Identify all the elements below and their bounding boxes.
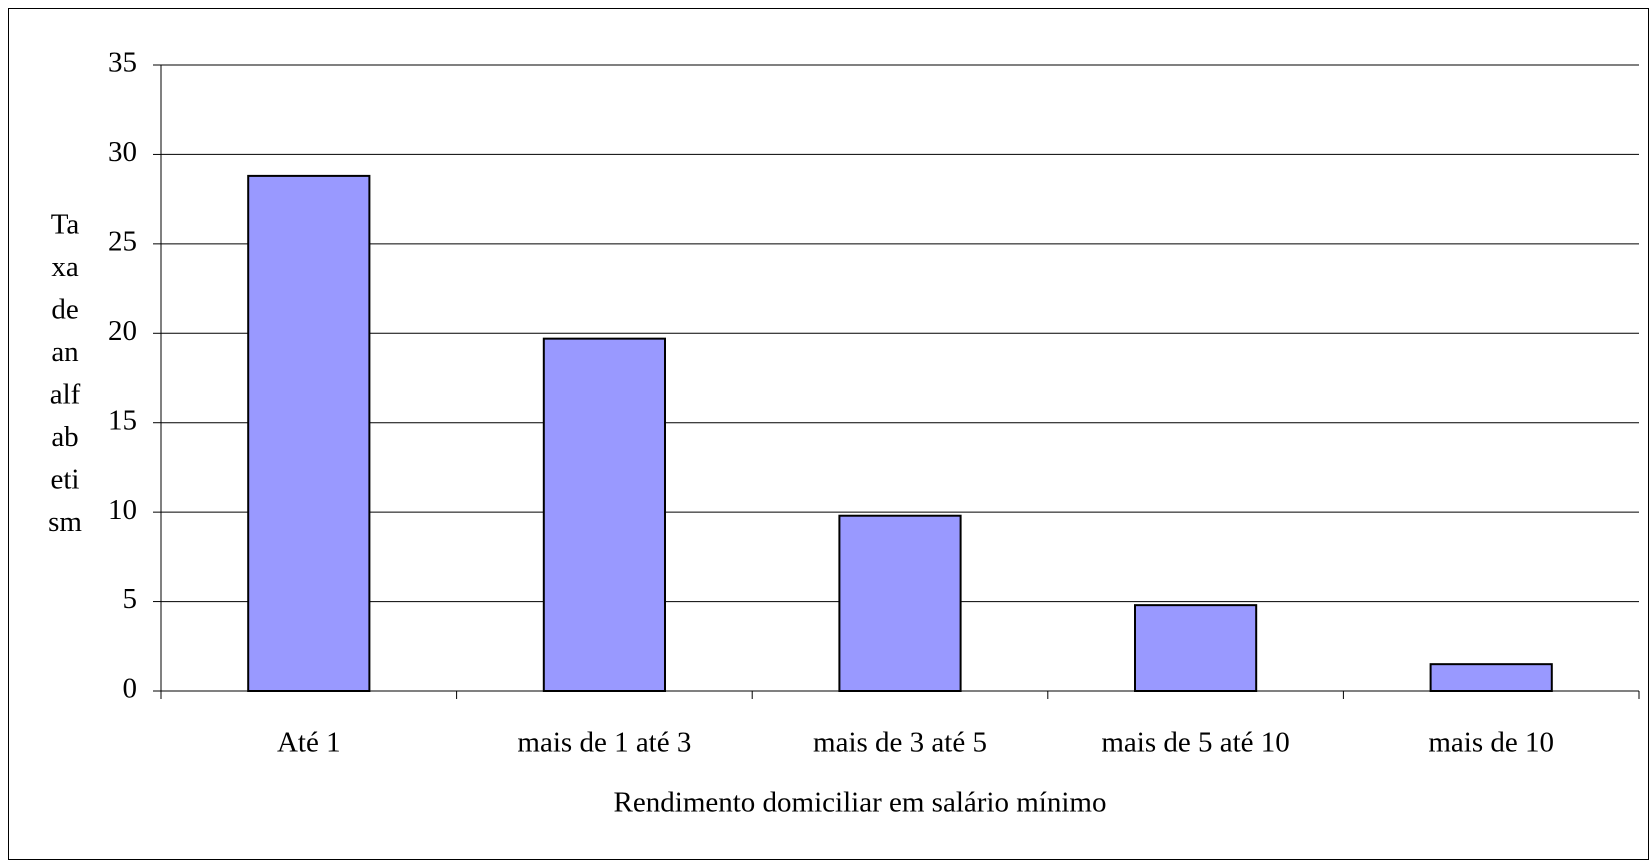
y-tick-label: 35 — [108, 47, 137, 79]
x-tick-label: mais de 3 até 5 — [813, 727, 987, 759]
y-axis-label: Ta — [51, 209, 80, 241]
x-axis-label: Rendimento domiciliar em salário mínimo — [614, 787, 1107, 819]
bar — [1429, 663, 1553, 693]
bar — [542, 337, 666, 692]
bar — [838, 514, 962, 692]
y-tick-label: 5 — [123, 583, 138, 615]
y-axis-label: xa — [51, 251, 79, 283]
y-axis-label: eti — [51, 464, 80, 496]
y-axis-label: an — [51, 336, 79, 368]
y-axis-label: ab — [51, 421, 78, 453]
y-tick-label: 10 — [108, 494, 137, 526]
y-tick-label: 30 — [108, 136, 137, 168]
bar — [1134, 604, 1258, 692]
x-tick-label: mais de 10 — [1428, 727, 1554, 759]
bar — [247, 174, 371, 693]
y-tick-label: 15 — [108, 404, 137, 436]
y-axis-label: de — [51, 294, 78, 326]
y-tick-label: 0 — [123, 673, 138, 705]
y-tick-label: 25 — [108, 226, 137, 258]
x-tick-label: mais de 1 até 3 — [517, 727, 691, 759]
x-tick-label: mais de 5 até 10 — [1101, 727, 1289, 759]
x-tick-label: Até 1 — [277, 727, 341, 759]
y-axis-label: sm — [48, 506, 82, 538]
y-axis-label: alf — [50, 379, 81, 411]
y-tick-label: 20 — [108, 315, 137, 347]
